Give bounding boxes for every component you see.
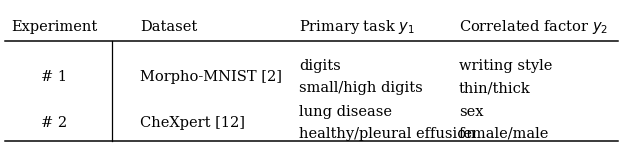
Text: Primary task $y_1$: Primary task $y_1$ (300, 18, 415, 36)
Text: female/male: female/male (459, 127, 549, 141)
Text: digits: digits (300, 59, 341, 73)
Text: writing style: writing style (459, 59, 552, 73)
Text: lung disease: lung disease (300, 105, 392, 119)
Text: CheXpert [12]: CheXpert [12] (140, 116, 244, 130)
Text: # 1: # 1 (41, 70, 67, 84)
Text: # 2: # 2 (41, 116, 67, 130)
Text: sex: sex (459, 105, 483, 119)
Text: Correlated factor $y_2$: Correlated factor $y_2$ (459, 18, 608, 36)
Text: thin/thick: thin/thick (459, 81, 531, 95)
Text: Experiment: Experiment (11, 20, 97, 34)
Text: healthy/pleural effusion: healthy/pleural effusion (300, 127, 476, 141)
Text: small/high digits: small/high digits (300, 81, 423, 95)
Text: Dataset: Dataset (140, 20, 197, 34)
Text: Morpho-MNIST [2]: Morpho-MNIST [2] (140, 70, 282, 84)
